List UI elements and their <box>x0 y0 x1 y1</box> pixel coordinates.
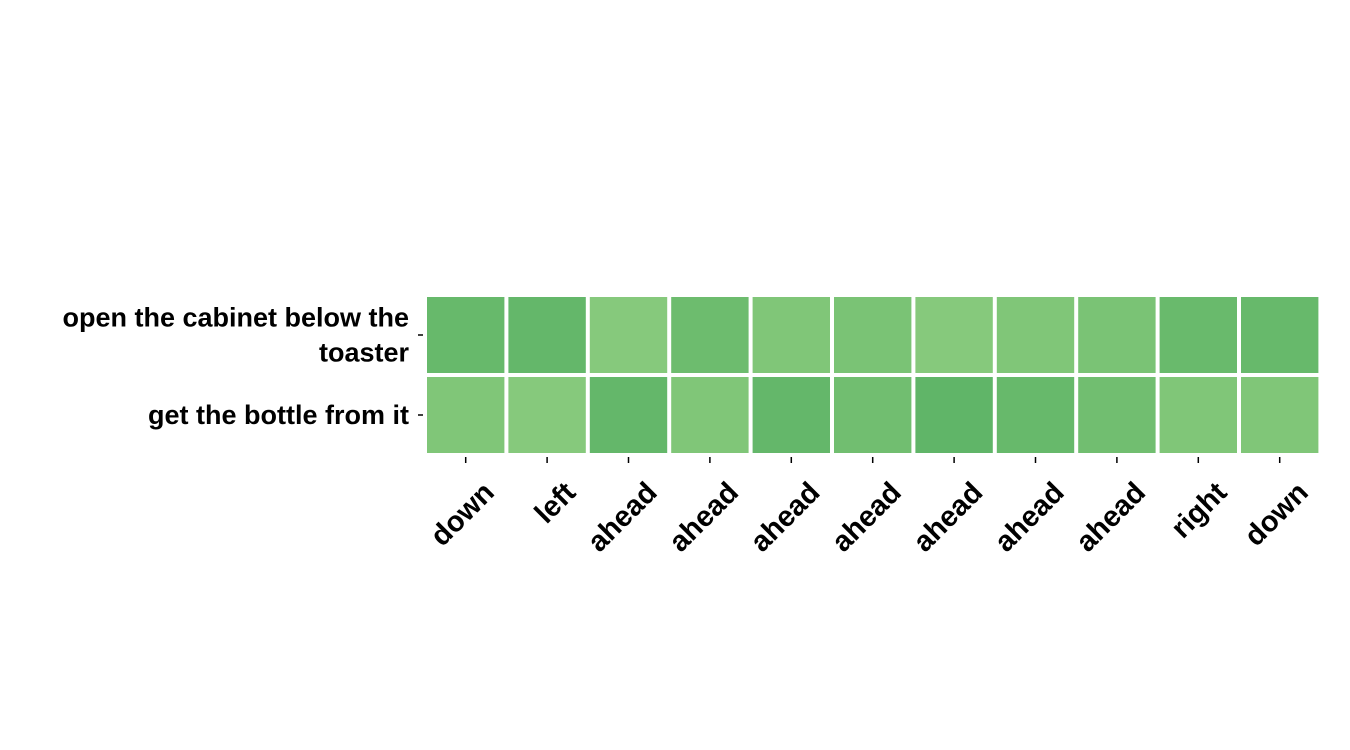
y-axis: open the cabinet below the toaster get the… <box>62 303 423 430</box>
y-tick-label-line: toaster <box>319 338 410 368</box>
heatmap-cell-r1-c6 <box>915 377 993 453</box>
x-axis: down left ahead ahead ahead ahead ahead ahead ah… <box>425 457 1315 558</box>
y-tick-label-line: open the cabinet below the <box>62 303 409 333</box>
heatmap-cell-r0-c9 <box>1159 297 1237 373</box>
heatmap-cell-r0-c5 <box>834 297 912 373</box>
heatmap-cell-r1-c5 <box>834 377 912 453</box>
heatmap-cell-r0-c0 <box>427 297 505 373</box>
heatmap-cell-r1-c10 <box>1241 377 1319 453</box>
heatmap-cell-r0-c8 <box>1078 297 1156 373</box>
heatmap-cell-r0-c1 <box>508 297 586 373</box>
heatmap-cell-r1-c4 <box>752 377 830 453</box>
x-tick-label: ahead <box>826 476 908 558</box>
x-tick-label: ahead <box>582 476 664 558</box>
x-tick-label: ahead <box>1070 476 1152 558</box>
x-tick-label: ahead <box>907 476 989 558</box>
heatmap-cell-r1-c1 <box>508 377 586 453</box>
heatmap-cell-r1-c9 <box>1159 377 1237 453</box>
heatmap-cell-r0-c6 <box>915 297 993 373</box>
y-tick-label: get the bottle from it <box>148 400 409 430</box>
x-tick-label: ahead <box>663 476 745 558</box>
heatmap-cell-r0-c3 <box>671 297 749 373</box>
heatmap-cell-r0-c10 <box>1241 297 1319 373</box>
y-tick-label: open the cabinet below the toaster <box>62 303 409 368</box>
heatmap-cell-r1-c0 <box>427 377 505 453</box>
x-tick-label: right <box>1165 476 1233 544</box>
heatmap-cell-r1-c7 <box>996 377 1075 453</box>
x-tick-label: down <box>1239 476 1315 552</box>
heatmap-cell-r0-c4 <box>752 297 830 373</box>
x-tick-label: left <box>529 476 583 530</box>
y-tick-label-line: get the bottle from it <box>148 400 409 430</box>
heatmap-cell-r1-c3 <box>671 377 749 453</box>
heatmap-cell-r1-c2 <box>589 377 668 453</box>
heatmap-cells <box>427 297 1319 453</box>
x-tick-label: ahead <box>989 476 1071 558</box>
heatmap-cell-r0-c7 <box>996 297 1075 373</box>
heatmap-cell-r0-c2 <box>589 297 668 373</box>
heatmap-cell-r1-c8 <box>1078 377 1156 453</box>
x-tick-label: ahead <box>744 476 826 558</box>
x-tick-label: down <box>425 476 501 552</box>
